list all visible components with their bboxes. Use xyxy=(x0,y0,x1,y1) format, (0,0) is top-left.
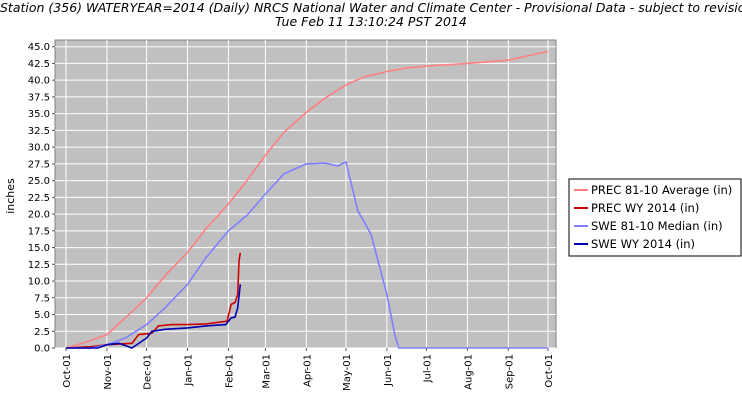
y-axis: 0.0 2.5 5.0 7.5 10.0 12.5 15.0 17.5 20.0 22.5 25.0… xyxy=(28,42,55,355)
series-lines xyxy=(65,50,549,349)
legend: PREC 81-10 Average (in) PREC WY 2014 (in)… xyxy=(568,178,742,257)
y-tick-label: 7.5 xyxy=(34,293,50,304)
series-line-0 xyxy=(65,50,549,349)
x-tick-label: Mar-01 xyxy=(261,354,272,389)
x-tick-label: Jul-01 xyxy=(423,354,434,383)
y-tick-label: 32.5 xyxy=(28,126,50,137)
legend-label-0: PREC 81-10 Average (in) xyxy=(591,183,732,197)
chart-title: Station (356) WATERYEAR=2014 (Daily) NRC… xyxy=(0,1,742,29)
chart-title-line-1: Station (356) WATERYEAR=2014 (Daily) NRC… xyxy=(0,0,742,15)
x-tick-label: Jan-01 xyxy=(183,354,194,387)
x-tick-label: May-01 xyxy=(342,354,353,391)
y-tick-label: 0.0 xyxy=(34,344,50,355)
y-tick-label: 2.5 xyxy=(34,327,50,338)
series-line-2 xyxy=(66,161,548,349)
y-tick-label: 35.0 xyxy=(28,109,50,120)
x-tick-label: Oct-01 xyxy=(62,354,73,388)
y-tick-label: 5.0 xyxy=(34,310,50,321)
y-tick-label: 45.0 xyxy=(28,42,50,53)
x-tick-label: Nov-01 xyxy=(103,354,114,390)
y-tick-label: 10.0 xyxy=(28,277,50,288)
grid-lines xyxy=(55,40,556,349)
plot-background xyxy=(54,39,557,349)
y-tick-label: 30.0 xyxy=(28,143,50,154)
y-axis-label: inches xyxy=(4,178,17,214)
y-tick-label: 27.5 xyxy=(28,159,50,170)
legend-label-1: PREC WY 2014 (in) xyxy=(591,201,699,215)
y-tick-label: 20.0 xyxy=(28,210,50,221)
y-tick-label: 42.5 xyxy=(28,59,50,70)
x-tick-label: Apr-01 xyxy=(302,354,313,387)
x-tick-label: Sep-01 xyxy=(504,354,515,389)
x-tick-label: Aug-01 xyxy=(463,354,474,390)
x-axis: Oct-01 Nov-01 Dec-01 Jan-01 Feb-01 Mar-01 Apr-… xyxy=(62,348,555,391)
legend-label-2: SWE 81-10 Median (in) xyxy=(591,219,723,233)
chart-title-line-2: Tue Feb 11 13:10:24 PST 2014 xyxy=(275,14,467,29)
series-line-3 xyxy=(66,284,242,349)
y-tick-label: 15.0 xyxy=(28,243,50,254)
legend-box xyxy=(568,178,742,257)
x-tick-label: Oct-01 xyxy=(544,354,555,388)
y-tick-label: 25.0 xyxy=(28,176,50,187)
x-tick-label: Jun-01 xyxy=(383,354,394,387)
legend-label-3: SWE WY 2014 (in) xyxy=(591,237,695,251)
y-tick-label: 22.5 xyxy=(28,193,50,204)
y-tick-label: 12.5 xyxy=(28,260,50,271)
y-tick-label: 37.5 xyxy=(28,92,50,103)
x-tick-label: Feb-01 xyxy=(224,354,235,388)
x-tick-label: Dec-01 xyxy=(143,354,154,390)
y-tick-label: 17.5 xyxy=(28,226,50,237)
y-tick-label: 40.0 xyxy=(28,76,50,87)
